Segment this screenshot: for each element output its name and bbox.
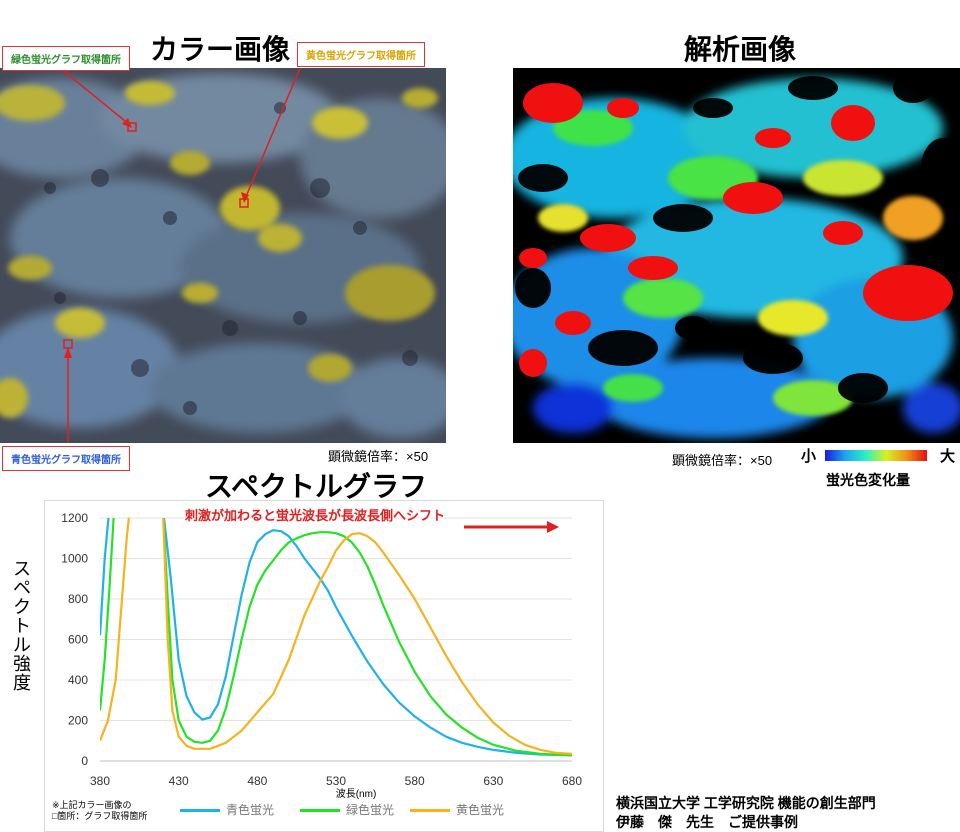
credit-line1: 横浜国立大学 工学研究院 機能の創生部門 — [616, 795, 876, 811]
legend-label: 黄色蛍光 — [456, 803, 505, 817]
y-tick-label: 800 — [68, 592, 88, 606]
chart-note: ※上記カラー画像の □箇所：グラフ取得箇所 — [52, 800, 147, 822]
legend-item: 黄色蛍光 — [410, 801, 504, 818]
y-tick-label: 1200 — [61, 511, 88, 525]
credit-line2: 伊藤 傑 先生 ご提供事例 — [616, 814, 798, 830]
green-capture-marker — [127, 122, 137, 132]
series-line-青色蛍光 — [100, 518, 572, 757]
chart-title: スペクトルグラフ — [205, 471, 428, 502]
chart-note-line1: ※上記カラー画像の — [52, 800, 132, 810]
callout-green: 緑色蛍光グラフ取得箇所 — [2, 46, 130, 71]
series-line-黄色蛍光 — [100, 518, 572, 755]
callout-yellow: 黄色蛍光グラフ取得箇所 — [297, 42, 425, 67]
analysis-image-title: 解析画像 — [683, 34, 796, 65]
color-scale-bar — [825, 450, 927, 461]
x-tick-label: 480 — [247, 774, 267, 788]
scale-min-label: 小 — [801, 448, 817, 465]
y-tick-label: 1000 — [61, 552, 88, 566]
chart-ylabel: スペクトル強度 — [13, 559, 31, 693]
x-axis-label: 波長(nm) — [336, 787, 377, 800]
x-tick-label: 630 — [483, 774, 503, 788]
x-tick-label: 380 — [90, 774, 110, 788]
x-tick-label: 430 — [169, 774, 189, 788]
spectrum-chart: 0 200 400 600 800 1000 1200 380 430 480 530 580 630 6… — [61, 511, 582, 800]
legend-label: 緑色蛍光 — [346, 803, 395, 817]
chart-frame — [44, 500, 604, 832]
shift-annotation: 刺激が加わると蛍光波長が長波長側へシフト — [185, 508, 446, 523]
x-tick-label: 680 — [562, 774, 582, 788]
legend-item: 緑色蛍光 — [300, 801, 394, 818]
color-micrograph — [0, 68, 446, 443]
legend-label: 青色蛍光 — [226, 803, 275, 817]
callout-blue: 青色蛍光グラフ取得箇所 — [2, 446, 130, 471]
legend-swatch — [300, 809, 340, 813]
analysis-magnification: 顕微鏡倍率：×50 — [672, 453, 773, 468]
legend-item: 青色蛍光 — [180, 801, 274, 818]
y-tick-label: 200 — [68, 714, 88, 728]
y-tick-label: 400 — [68, 673, 88, 687]
series-line-緑色蛍光 — [100, 518, 572, 757]
legend-swatch — [410, 809, 450, 813]
shift-arrow-head — [547, 521, 559, 533]
chart-note-line2: □箇所：グラフ取得箇所 — [52, 811, 148, 821]
x-tick-label: 580 — [405, 774, 425, 788]
scale-caption: 蛍光色変化量 — [826, 472, 910, 488]
color-magnification: 顕微鏡倍率：×50 — [328, 449, 429, 464]
y-tick-label: 0 — [81, 754, 88, 768]
legend-swatch — [180, 809, 220, 813]
y-tick-label: 600 — [68, 633, 88, 647]
analysis-heatmap — [513, 68, 960, 443]
scale-max-label: 大 — [940, 448, 956, 465]
x-tick-label: 530 — [326, 774, 346, 788]
color-image-title: カラー画像 — [149, 34, 290, 65]
